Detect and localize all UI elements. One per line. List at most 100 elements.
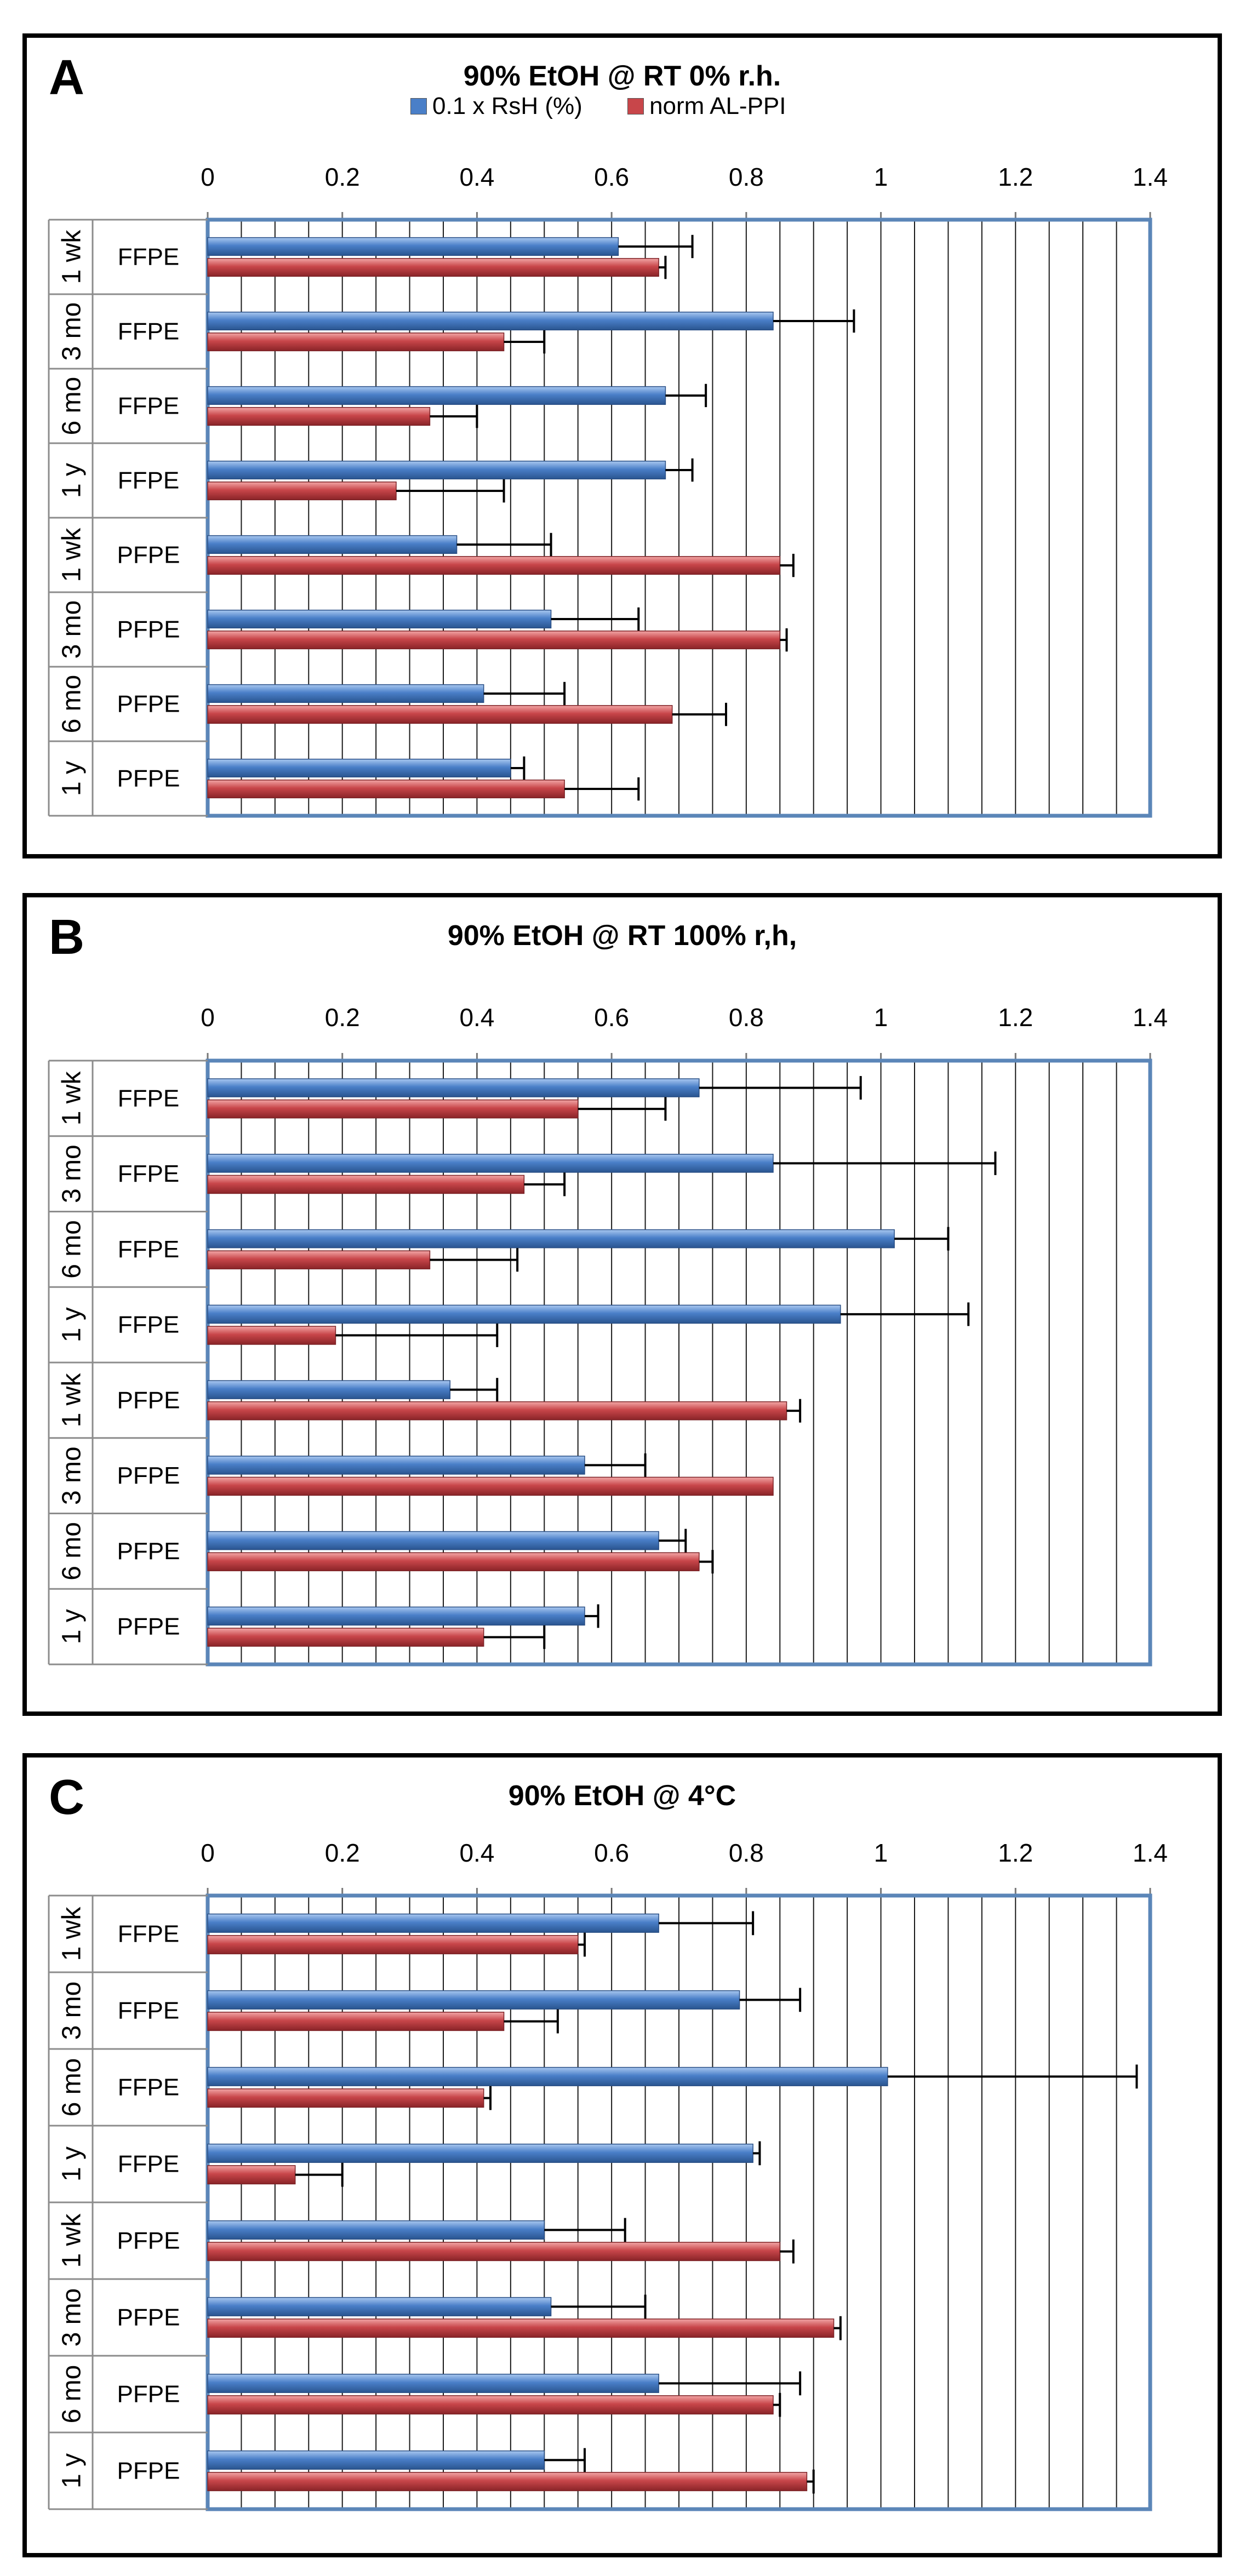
bar-alppi xyxy=(207,1326,336,1345)
bar-alppi xyxy=(207,2472,808,2492)
chart-a-svg: 0 0.2 0.4 0.6 0.8 1 1.2 1.4 1 wk FFPE 3 mo FFPE 6 mo… xyxy=(48,163,1168,818)
bar-alppi xyxy=(207,1552,700,1571)
bar-alppi xyxy=(207,257,659,277)
bar-rsh xyxy=(207,684,484,703)
category-sample-label: PFPE xyxy=(117,616,180,643)
chart-title: 90% EtOH @ RT 0% r.h. xyxy=(463,60,781,92)
bar-rsh xyxy=(207,1078,700,1097)
category-time-label: 3 mo xyxy=(58,1446,87,1505)
bar-alppi xyxy=(207,1099,579,1119)
chart-title: 90% EtOH @ RT 100% r,h, xyxy=(447,920,797,952)
bar-rsh xyxy=(207,2143,753,2163)
category-time-label: 3 mo xyxy=(58,2288,87,2347)
panel-letter: B xyxy=(49,910,84,965)
category-sample-label: PFPE xyxy=(117,1387,180,1413)
x-tick-label: 0.2 xyxy=(325,1003,360,1032)
bar-rsh xyxy=(207,311,774,331)
category-time-label: 6 mo xyxy=(58,1220,87,1279)
category-time-label: 1 wk xyxy=(58,528,87,582)
x-tick-label: 0.4 xyxy=(459,1003,494,1032)
chart-b-svg: 0 0.2 0.4 0.6 0.8 1 1.2 1.4 1 wk FFPE 3 mo FFPE 6 mo… xyxy=(48,1003,1168,1667)
legend-item-alppi: norm AL-PPI xyxy=(627,93,786,120)
bar-rsh xyxy=(207,1154,774,1173)
bar-alppi xyxy=(207,481,397,501)
category-time-label: 1 y xyxy=(58,2146,87,2182)
category-time-label: 6 mo xyxy=(58,2058,87,2117)
chart-panel-c: 0 0.2 0.4 0.6 0.8 1 1.2 1.4 1 wk FFPE 3 mo FFPE 6 mo… xyxy=(22,1753,1222,2557)
category-time-label: 1 wk xyxy=(58,2213,87,2268)
bar-rsh xyxy=(207,609,552,629)
category-sample-label: PFPE xyxy=(117,691,180,718)
bar-rsh xyxy=(207,535,458,554)
x-tick-label: 0.6 xyxy=(594,1839,629,1867)
category-sample-label: FFPE xyxy=(118,1921,179,1948)
bar-alppi xyxy=(207,779,565,799)
bar-alppi xyxy=(207,332,505,352)
category-time-label: 6 mo xyxy=(58,2365,87,2424)
category-sample-label: PFPE xyxy=(117,2458,180,2485)
legend-swatch-blue xyxy=(410,98,427,115)
bar-rsh xyxy=(207,460,666,480)
bar-alppi xyxy=(207,1250,431,1269)
category-sample-label: FFPE xyxy=(118,1085,179,1112)
category-time-label: 1 y xyxy=(58,1609,87,1644)
category-sample-label: PFPE xyxy=(117,2381,180,2408)
category-sample-label: FFPE xyxy=(118,1236,179,1263)
x-tick-label: 1.4 xyxy=(1133,1003,1168,1032)
bar-alppi xyxy=(207,630,781,650)
x-tick-label: 0.4 xyxy=(459,163,494,191)
legend-label: norm AL-PPI xyxy=(649,93,786,119)
category-time-label: 3 mo xyxy=(58,1144,87,1203)
x-tick-label: 0.8 xyxy=(729,1839,764,1867)
bar-rsh xyxy=(207,2297,552,2316)
category-sample-label: PFPE xyxy=(117,765,180,792)
category-sample-label: PFPE xyxy=(117,542,180,569)
category-sample-label: PFPE xyxy=(117,2304,180,2331)
x-tick-label: 0.2 xyxy=(325,163,360,191)
bar-rsh xyxy=(207,2066,888,2086)
category-time-label: 6 mo xyxy=(58,377,87,436)
bar-alppi xyxy=(207,1628,484,1647)
x-tick-label: 1.4 xyxy=(1133,163,1168,191)
category-time-label: 1 wk xyxy=(58,1907,87,1961)
category-time-label: 1 wk xyxy=(58,230,87,284)
bar-alppi xyxy=(207,2165,296,2185)
category-time-label: 1 y xyxy=(58,463,87,498)
category-sample-label: PFPE xyxy=(117,2228,180,2254)
category-time-label: 3 mo xyxy=(58,1982,87,2040)
category-sample-label: PFPE xyxy=(117,1613,180,1640)
legend-swatch-red xyxy=(627,98,644,115)
bar-alppi xyxy=(207,2395,774,2415)
bar-rsh xyxy=(207,758,511,778)
x-tick-label: 0 xyxy=(201,1839,215,1867)
bar-rsh xyxy=(207,1913,659,1933)
bar-rsh xyxy=(207,237,619,256)
x-tick-label: 1.2 xyxy=(998,1839,1033,1867)
bar-alppi xyxy=(207,1476,774,1496)
chart-title: 90% EtOH @ 4°C xyxy=(508,1780,736,1812)
x-tick-label: 1 xyxy=(874,1003,888,1032)
category-time-label: 3 mo xyxy=(58,302,87,361)
x-tick-label: 1.4 xyxy=(1133,1839,1168,1867)
x-tick-label: 0.6 xyxy=(594,163,629,191)
legend: 0.1 x RsH (%) norm AL-PPI xyxy=(410,93,825,121)
bar-alppi xyxy=(207,2319,835,2338)
bar-alppi xyxy=(207,1401,787,1421)
category-time-label: 1 y xyxy=(58,1307,87,1342)
bar-alppi xyxy=(207,556,781,575)
x-tick-label: 0 xyxy=(201,163,215,191)
category-sample-label: FFPE xyxy=(118,467,179,494)
category-sample-label: PFPE xyxy=(117,1462,180,1489)
bar-rsh xyxy=(207,1304,841,1324)
x-tick-label: 0.2 xyxy=(325,1839,360,1867)
category-time-label: 1 y xyxy=(58,2453,87,2488)
category-sample-label: FFPE xyxy=(118,1160,179,1187)
legend-label: 0.1 x RsH (%) xyxy=(432,93,582,119)
bar-alppi xyxy=(207,407,431,426)
category-sample-label: FFPE xyxy=(118,1312,179,1338)
x-tick-label: 0.6 xyxy=(594,1003,629,1032)
bar-rsh xyxy=(207,1606,585,1626)
category-sample-label: FFPE xyxy=(118,393,179,420)
category-time-label: 6 mo xyxy=(58,1522,87,1581)
category-sample-label: FFPE xyxy=(118,318,179,345)
